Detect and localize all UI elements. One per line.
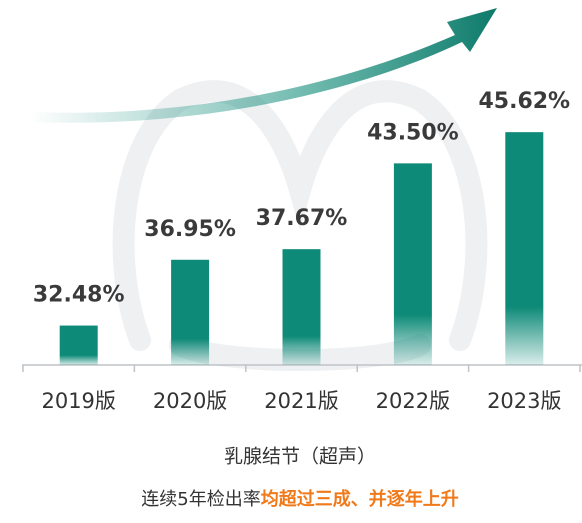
x-tick-label: 2020版 — [153, 389, 227, 413]
x-tick-label: 2023版 — [487, 389, 561, 413]
bar — [505, 132, 544, 365]
value-label: 32.48% — [33, 283, 125, 308]
x-tick-label: 2019版 — [41, 389, 115, 413]
trend-arrow — [30, 8, 497, 123]
x-tick-label: 2021版 — [264, 389, 338, 413]
annotation: 连续5年检出率均超过三成、并逐年上升 — [141, 488, 458, 510]
value-label: 36.95% — [144, 217, 236, 242]
annotation-text: 连续5年检出率 — [141, 489, 260, 510]
bar — [393, 163, 432, 365]
bar — [59, 325, 98, 365]
annotation-highlight: 均超过三成、并逐年上升 — [261, 488, 459, 510]
value-label: 43.50% — [367, 120, 459, 145]
value-label: 37.67% — [256, 206, 348, 231]
bar — [171, 259, 210, 365]
bar — [282, 249, 321, 365]
subtitle: 乳腺结节（超声） — [224, 446, 376, 468]
x-tick-label: 2022版 — [376, 389, 450, 413]
value-label: 45.62% — [478, 89, 570, 114]
